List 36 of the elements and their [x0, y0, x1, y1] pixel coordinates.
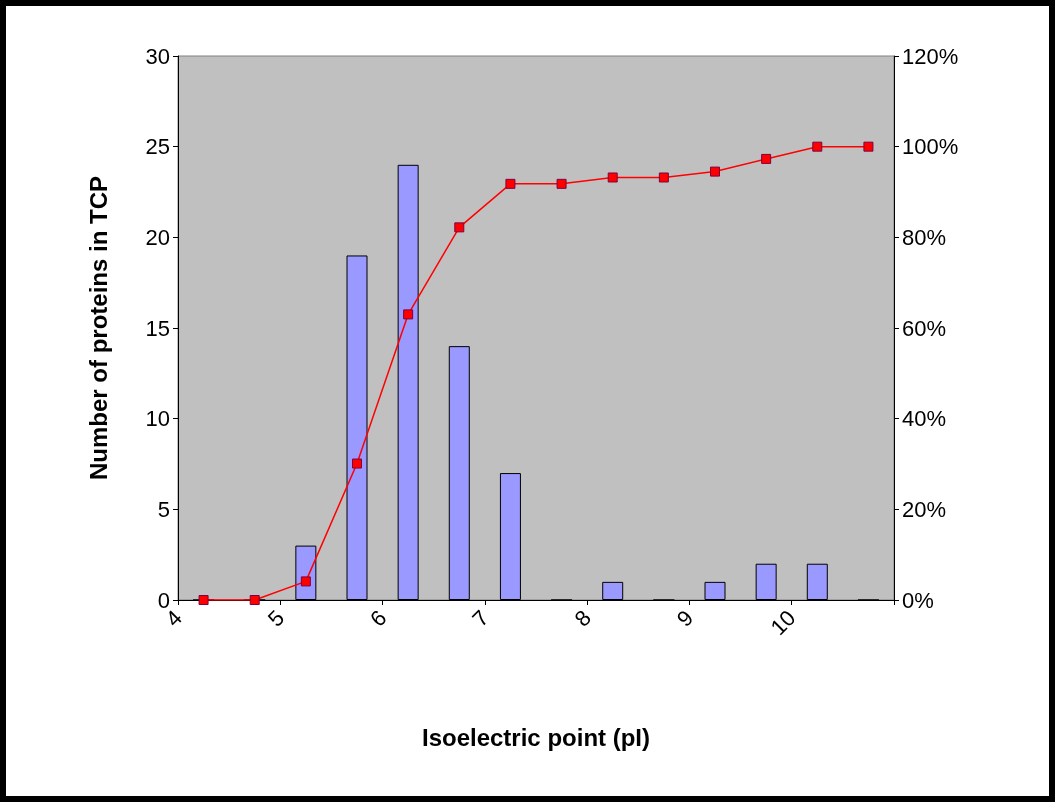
- point: [505, 178, 516, 189]
- point: [249, 595, 260, 605]
- y-axis-title: Number of proteins in TCP: [84, 175, 112, 481]
- y2-tick-label: 20%: [902, 496, 947, 522]
- y-tick-label: 20: [145, 224, 170, 250]
- point: [607, 172, 618, 183]
- point: [403, 309, 414, 320]
- point: [556, 178, 567, 189]
- point: [454, 222, 465, 233]
- y-tick-label: 0: [157, 587, 170, 613]
- x-tick-label: 5: [262, 605, 290, 632]
- x-tick-label: 9: [671, 605, 699, 632]
- point: [710, 166, 720, 177]
- x-tick-label: 8: [569, 605, 596, 632]
- y-tick-label: 5: [157, 496, 170, 522]
- x-axis-title: Isoelectric point (pI): [421, 723, 651, 751]
- point: [812, 141, 823, 152]
- point: [352, 458, 362, 469]
- y-tick-label: 10: [145, 406, 170, 432]
- y-tick-label: 15: [145, 315, 170, 341]
- point: [761, 153, 772, 164]
- y2-tick-label: 80%: [902, 224, 947, 250]
- y-tick-label: 30: [145, 43, 170, 69]
- point: [658, 172, 669, 183]
- y2-tick-label: 40%: [902, 406, 947, 432]
- y2-tick-label: 60%: [902, 315, 947, 341]
- point: [198, 595, 209, 605]
- x-tick-label: 6: [365, 605, 392, 632]
- x-tick-label: 7: [467, 605, 494, 632]
- y2-tick-label: 0%: [902, 587, 934, 613]
- point: [300, 576, 311, 587]
- point: [863, 141, 874, 152]
- x-tick-label: 10: [765, 605, 801, 641]
- y-tick-label: 25: [145, 134, 170, 160]
- y2-tick-label: 100%: [902, 134, 959, 160]
- y2-tick-label: 120%: [902, 43, 959, 69]
